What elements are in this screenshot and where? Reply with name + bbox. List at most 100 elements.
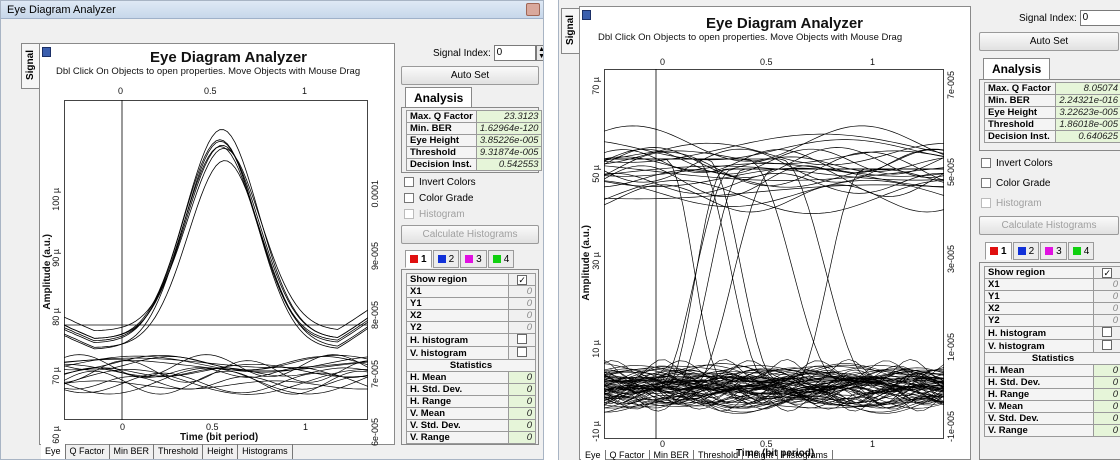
color-grade-checkbox[interactable]: Color Grade xyxy=(981,178,1050,189)
eye-trace xyxy=(604,369,944,390)
x1-value[interactable]: 0 xyxy=(508,285,536,298)
h-histogram-checkbox[interactable] xyxy=(508,333,536,347)
eye-trace xyxy=(604,363,944,375)
h-std-value: 0 xyxy=(508,383,536,396)
tab-channel-2[interactable]: 2 xyxy=(432,250,460,268)
y2-value[interactable]: 0 xyxy=(508,321,536,334)
tab-min-ber[interactable]: Min BER xyxy=(110,444,155,459)
eye-trace xyxy=(604,167,944,187)
tab-height[interactable]: Height xyxy=(743,450,779,460)
eye-trace xyxy=(604,375,944,383)
y2-value[interactable]: 0 xyxy=(1092,314,1120,327)
analysis-tab[interactable]: Analysis xyxy=(405,87,473,108)
signal-index-input[interactable]: 0 xyxy=(493,45,536,61)
y-tick-right: 9e-005 xyxy=(370,242,380,271)
x1-value[interactable]: 0 xyxy=(1092,278,1120,291)
signal-side-tab[interactable]: Signal xyxy=(561,8,579,54)
region-row: V. Range 0 xyxy=(984,424,1120,437)
signal-index-spinner[interactable]: ▲▼ xyxy=(535,45,543,61)
checkbox-box xyxy=(404,177,414,188)
plot-title: Eye Diagram Analyzer xyxy=(150,49,308,66)
eye-trace xyxy=(604,386,944,400)
eye-trace xyxy=(604,385,944,393)
h-std-label: H. Std. Dev. xyxy=(405,383,510,396)
invert-colors-label: Invert Colors xyxy=(996,158,1053,169)
y-tick-left: 100 µ xyxy=(51,188,61,211)
invert-colors-label: Invert Colors xyxy=(419,177,476,188)
eye-trace xyxy=(604,165,944,181)
region-panel: Show region ✓ X1 0 Y1 0 X2 0 Y2 0 H. histogra… xyxy=(401,269,539,445)
tab-channel-1[interactable]: 1 xyxy=(985,242,1012,260)
tab-channel-1[interactable]: 1 xyxy=(405,250,432,268)
x2-value[interactable]: 0 xyxy=(1092,302,1120,315)
analysis-row: Eye Height 3.85226e-005 xyxy=(406,134,543,147)
auto-set-button[interactable]: Auto Set xyxy=(979,32,1119,51)
y1-value[interactable]: 0 xyxy=(1092,290,1120,303)
invert-colors-checkbox[interactable]: Invert Colors xyxy=(981,158,1053,169)
signal-index-input[interactable]: 0 xyxy=(1079,10,1120,26)
auto-set-button[interactable]: Auto Set xyxy=(401,66,539,85)
checkbox-box xyxy=(981,158,991,169)
y1-value[interactable]: 0 xyxy=(508,297,536,310)
v-histogram-checkbox[interactable] xyxy=(1092,339,1120,353)
tab-histograms[interactable]: Histograms xyxy=(238,444,293,459)
eye-trace xyxy=(64,139,368,344)
h-histogram-checkbox[interactable] xyxy=(1092,326,1120,340)
signal-index-label: Signal Index: xyxy=(433,47,491,59)
x-tick-bottom: 0 xyxy=(120,422,126,432)
tab-q-factor[interactable]: Q Factor xyxy=(606,450,650,460)
h-std-label: H. Std. Dev. xyxy=(984,376,1094,389)
plot-subtitle: Dbl Click On Objects to open properties.… xyxy=(56,66,361,77)
tab-threshold[interactable]: Threshold xyxy=(694,450,744,460)
close-button[interactable] xyxy=(526,3,540,16)
region-row: X1 0 xyxy=(984,278,1120,291)
x2-value[interactable]: 0 xyxy=(508,309,536,322)
eye-trace xyxy=(604,388,944,405)
channel-tab-bar: 1 2 3 4 xyxy=(985,242,1095,262)
y-tick-left: -10 µ xyxy=(591,421,601,442)
checkbox-box xyxy=(981,178,991,189)
analysis-row: Min. BER 2.24321e-016 xyxy=(984,94,1120,107)
tab-eye[interactable]: Eye xyxy=(581,450,606,460)
tab-eye[interactable]: Eye xyxy=(41,444,66,459)
signal-index-control: Signal Index: 0▲▼ xyxy=(433,45,543,61)
tab-min-ber[interactable]: Min BER xyxy=(650,450,695,460)
eye-trace xyxy=(604,372,944,384)
show-region-checkbox[interactable]: ✓ xyxy=(1092,266,1120,279)
region-row: Statistics xyxy=(406,359,536,372)
eye-trace xyxy=(604,384,944,404)
tab-channel-3[interactable]: 3 xyxy=(460,250,487,268)
tab-channel-3[interactable]: 3 xyxy=(1040,242,1067,260)
checkbox-box xyxy=(404,209,414,220)
eye-trace xyxy=(604,386,944,403)
tab-channel-2[interactable]: 2 xyxy=(1012,242,1040,260)
v-mean-value: 0 xyxy=(508,407,536,420)
eye-trace xyxy=(604,395,944,407)
signal-side-tab[interactable]: Signal xyxy=(21,43,39,89)
tab-threshold[interactable]: Threshold xyxy=(154,444,204,459)
tab-channel-4[interactable]: 4 xyxy=(487,250,515,268)
tab-histograms[interactable]: Histograms xyxy=(778,450,833,460)
analysis-row: Max. Q Factor 8.05074 xyxy=(984,82,1120,95)
checkbox-box xyxy=(517,347,528,357)
histogram-label: Histogram xyxy=(996,198,1042,209)
eye-trace xyxy=(64,144,368,339)
v-mean-label: V. Mean xyxy=(984,400,1094,413)
tab-channel-4[interactable]: 4 xyxy=(1067,242,1095,260)
y-tick-left: 10 µ xyxy=(591,340,601,358)
eye-trace xyxy=(64,356,368,371)
analysis-tab[interactable]: Analysis xyxy=(983,58,1051,79)
signal-index-control: Signal Index: 0▲▼ xyxy=(1019,10,1120,26)
region-row: H. Std. Dev. 0 xyxy=(405,383,536,396)
analysis-row: Decision Inst. 0.542553 xyxy=(406,158,543,171)
invert-colors-checkbox[interactable]: Invert Colors xyxy=(404,177,476,188)
color-grade-checkbox[interactable]: Color Grade xyxy=(404,193,473,204)
v-range-label: V. Range xyxy=(984,424,1094,437)
bottom-tab-bar: Eye Q Factor Min BER Threshold Height Histogr… xyxy=(41,444,293,459)
v-histogram-checkbox[interactable] xyxy=(508,346,536,360)
tab-q-factor[interactable]: Q Factor xyxy=(66,444,110,459)
show-region-checkbox[interactable]: ✓ xyxy=(508,273,536,286)
panel-gap xyxy=(544,0,558,460)
tab-height[interactable]: Height xyxy=(203,444,239,459)
checkbox-box xyxy=(517,334,528,344)
